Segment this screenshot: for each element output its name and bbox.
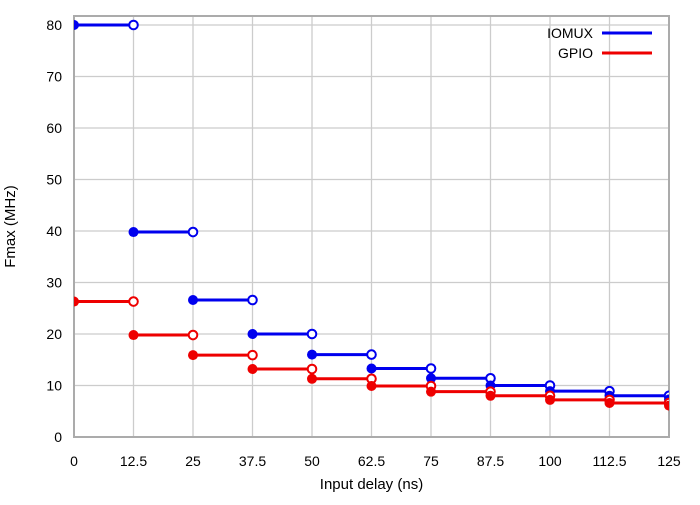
data-point-filled — [128, 227, 139, 238]
y-tick-label: 20 — [46, 326, 62, 342]
x-tick-label: 75 — [423, 453, 439, 469]
legend-label-gpio: GPIO — [558, 45, 593, 61]
data-point-filled — [545, 394, 555, 405]
x-tick-label: 12.5 — [120, 453, 147, 469]
data-point-filled — [366, 381, 377, 392]
x-tick-label: 125 — [657, 453, 681, 469]
y-tick-label: 50 — [46, 172, 62, 188]
data-point-open — [306, 363, 318, 375]
x-tick-label: 0 — [70, 453, 78, 469]
x-tick-label: 112.5 — [593, 453, 627, 469]
data-point-open — [187, 329, 199, 341]
x-tick-label: 50 — [304, 453, 320, 469]
data-point-filled-end — [664, 400, 669, 411]
data-point-open — [247, 349, 258, 361]
data-point-filled — [247, 364, 258, 375]
data-point-filled — [366, 363, 377, 374]
y-axis-title: Fmax (MHz) — [2, 185, 19, 268]
data-point-open — [187, 226, 199, 238]
data-point-open — [306, 328, 318, 340]
y-tick-label: 10 — [46, 378, 62, 394]
x-tick-label: 62.5 — [358, 453, 385, 469]
x-tick-label: 25 — [185, 453, 201, 469]
y-tick-label: 70 — [46, 69, 62, 85]
data-point-filled — [604, 398, 615, 409]
data-point-filled — [188, 350, 198, 361]
data-point-filled — [188, 295, 198, 306]
series-group — [74, 19, 669, 411]
data-point-filled — [307, 373, 317, 384]
tick-labels: 0 10 20 30 40 50 60 70 80 0 12.5 25 37.5 50 62.5 75 87.5… — [46, 17, 680, 469]
data-point-filled — [426, 373, 436, 384]
legend: IOMUX GPIO — [547, 25, 652, 61]
data-point-open — [366, 349, 377, 360]
data-point-open — [128, 19, 139, 31]
data-point-filled — [128, 330, 139, 341]
y-tick-label: 40 — [46, 223, 62, 239]
x-tick-label: 100 — [538, 453, 562, 469]
data-point-open — [425, 363, 437, 374]
y-tick-label: 60 — [46, 120, 62, 136]
data-point-filled — [74, 20, 79, 30]
y-tick-label: 80 — [46, 17, 62, 33]
data-point-filled — [247, 329, 258, 339]
plot-border — [73, 15, 670, 438]
data-point-filled — [307, 349, 317, 360]
x-tick-label: 87.5 — [477, 453, 504, 469]
data-point-open — [128, 296, 139, 307]
x-axis-title: Input delay (ns) — [320, 476, 423, 493]
data-point-open — [247, 294, 258, 306]
data-point-filled — [426, 386, 436, 397]
x-tick-label: 37.5 — [239, 453, 266, 469]
y-tick-label: 30 — [46, 275, 62, 291]
data-point-filled — [74, 296, 79, 307]
y-tick-label: 0 — [54, 429, 62, 445]
series-gpio — [74, 296, 669, 411]
data-point-filled — [485, 390, 496, 401]
legend-label-iomux: IOMUX — [547, 25, 594, 41]
